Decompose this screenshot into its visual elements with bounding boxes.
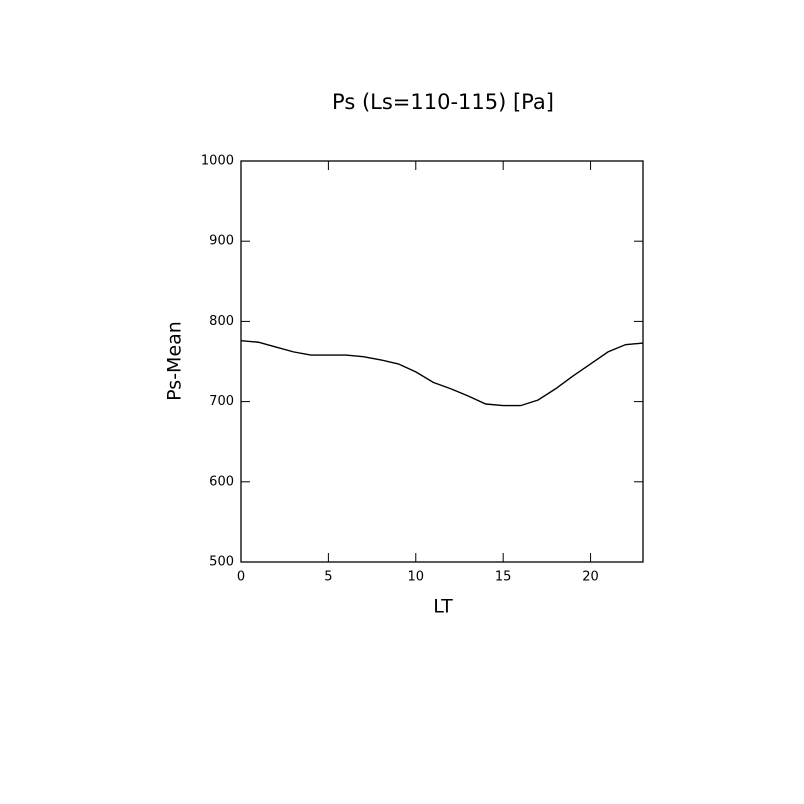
chart-title: Ps (Ls=110-115) [Pa] (332, 90, 554, 114)
y-tick-label: 700 (209, 394, 234, 409)
x-tick-label: 10 (408, 570, 425, 585)
x-tick-label: 5 (324, 570, 332, 585)
y-tick-label: 1000 (201, 154, 234, 169)
x-tick-label: 15 (495, 570, 512, 585)
x-tick-label: 20 (582, 570, 599, 585)
y-tick-label: 900 (209, 234, 234, 249)
plot-frame (240, 160, 644, 563)
data-line (240, 339, 644, 407)
y-tick-label: 800 (209, 314, 234, 329)
y-tick-label: 600 (209, 474, 234, 489)
x-tick-label: 0 (237, 570, 245, 585)
y-axis-label: Ps-Mean (164, 321, 186, 401)
y-tick-label: 500 (209, 555, 234, 570)
x-axis-label: LT (433, 596, 453, 618)
